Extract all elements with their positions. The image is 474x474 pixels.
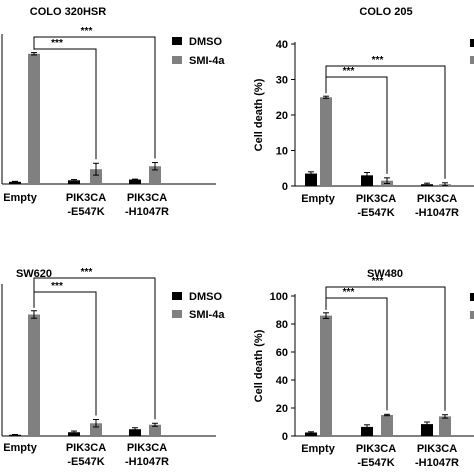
y-tick-label: 40 [276, 39, 288, 51]
significance-label: *** [51, 38, 63, 49]
y-tick-label: 20 [276, 110, 288, 122]
y-axis-label: Cell death (%) [253, 329, 265, 402]
bar-dmso [305, 173, 317, 186]
bar-dmso [129, 429, 141, 436]
y-tick-label: 30 [276, 75, 288, 87]
legend-swatch [172, 56, 182, 64]
y-tick-label: 40 [276, 375, 288, 387]
significance-label: *** [51, 281, 63, 292]
bar-dmso [129, 179, 141, 184]
bar-dmso [9, 181, 21, 184]
legend-label: SMI-4a [189, 55, 225, 67]
y-tick-label: 60 [276, 347, 288, 359]
legend-swatch [470, 293, 474, 301]
bar-dmso [68, 432, 80, 436]
bar-smi-4a [90, 169, 102, 184]
y-tick-label: 10 [276, 146, 288, 158]
bar-dmso [305, 432, 317, 436]
bar-dmso [361, 426, 373, 436]
y-tick-label: 100 [270, 291, 288, 303]
chart-panel-2: COLO 205 0 10 20 30 40 Cell death (%) Empty PIK3… [253, 6, 474, 219]
bar-dmso [68, 180, 80, 184]
chart-title: SW620 [16, 268, 52, 280]
significance-bracket [325, 286, 446, 411]
bar-smi-4a [28, 53, 40, 185]
x-tick-label: Empty [301, 443, 336, 455]
chart-title: COLO 320HSR [30, 6, 106, 18]
chart-title: SW480 [367, 268, 403, 280]
significance-label: *** [343, 287, 355, 298]
significance-bracket [33, 277, 156, 420]
y-axis-label: Cell death (%) [253, 78, 265, 151]
y-tick-label: 20 [276, 403, 288, 415]
x-tick-label: Empty [3, 442, 38, 454]
y-tick-label: 80 [276, 319, 288, 331]
bar-dmso [361, 175, 373, 186]
significance-label: *** [372, 276, 384, 287]
significance-bracket [325, 76, 388, 174]
bar-smi-4a [149, 166, 161, 184]
legend-label: DMSO [189, 291, 222, 303]
significance-bracket [33, 36, 156, 159]
x-tick-label: Empty [3, 192, 38, 204]
significance-label: *** [372, 55, 384, 66]
y-tick-label: 0 [282, 181, 288, 193]
x-tick-label: PIK3CA -E547K [356, 193, 396, 219]
chart-title: COLO 205 [359, 6, 412, 18]
chart-panel-4: SW480 0 20 40 60 80 100 Cell death (%) Empty PIK3… [253, 268, 474, 469]
legend-label: DMSO [189, 36, 222, 48]
legend-swatch [470, 56, 474, 64]
x-tick-label: PIK3CA -E547K [66, 442, 106, 468]
legend-swatch [172, 310, 182, 318]
x-tick-label: PIK3CA -H1047R [125, 192, 169, 218]
x-tick-label: PIK3CA -E547K [66, 192, 106, 218]
bar-smi-4a [381, 415, 393, 436]
bar-dmso [421, 424, 433, 436]
significance-label: *** [81, 267, 93, 278]
bar-smi-4a [439, 416, 451, 436]
legend-swatch [172, 37, 182, 45]
x-tick-label: PIK3CA -E547K [356, 443, 396, 469]
significance-label: *** [343, 66, 355, 77]
bar-smi-4a [90, 423, 102, 436]
legend-swatch [172, 292, 182, 300]
significance-bracket [325, 297, 388, 411]
bar-smi-4a [149, 424, 161, 436]
significance-bracket [33, 48, 97, 160]
legend-label: SMI-4a [189, 309, 225, 321]
x-tick-label: PIK3CA -H1047R [125, 442, 169, 468]
bar-smi-4a [28, 314, 40, 436]
significance-label: *** [81, 26, 93, 37]
legend-swatch [470, 311, 474, 319]
chart-panel-3: SW620 Empty PIK3CA -E547K PIK3CA -H1047R *** **… [1, 267, 225, 468]
x-tick-label: PIK3CA -H1047R [415, 193, 459, 219]
chart-panel-1: COLO 320HSR Empty PIK3CA -E547K PIK3CA -H1047… [1, 6, 225, 218]
significance-bracket [33, 291, 97, 416]
x-tick-label: Empty [301, 193, 336, 205]
bar-smi-4a [320, 315, 332, 436]
y-tick-label: 0 [282, 431, 288, 443]
legend-swatch [470, 39, 474, 47]
x-tick-label: PIK3CA -H1047R [415, 443, 459, 469]
bar-smi-4a [320, 97, 332, 186]
significance-bracket [325, 65, 446, 179]
